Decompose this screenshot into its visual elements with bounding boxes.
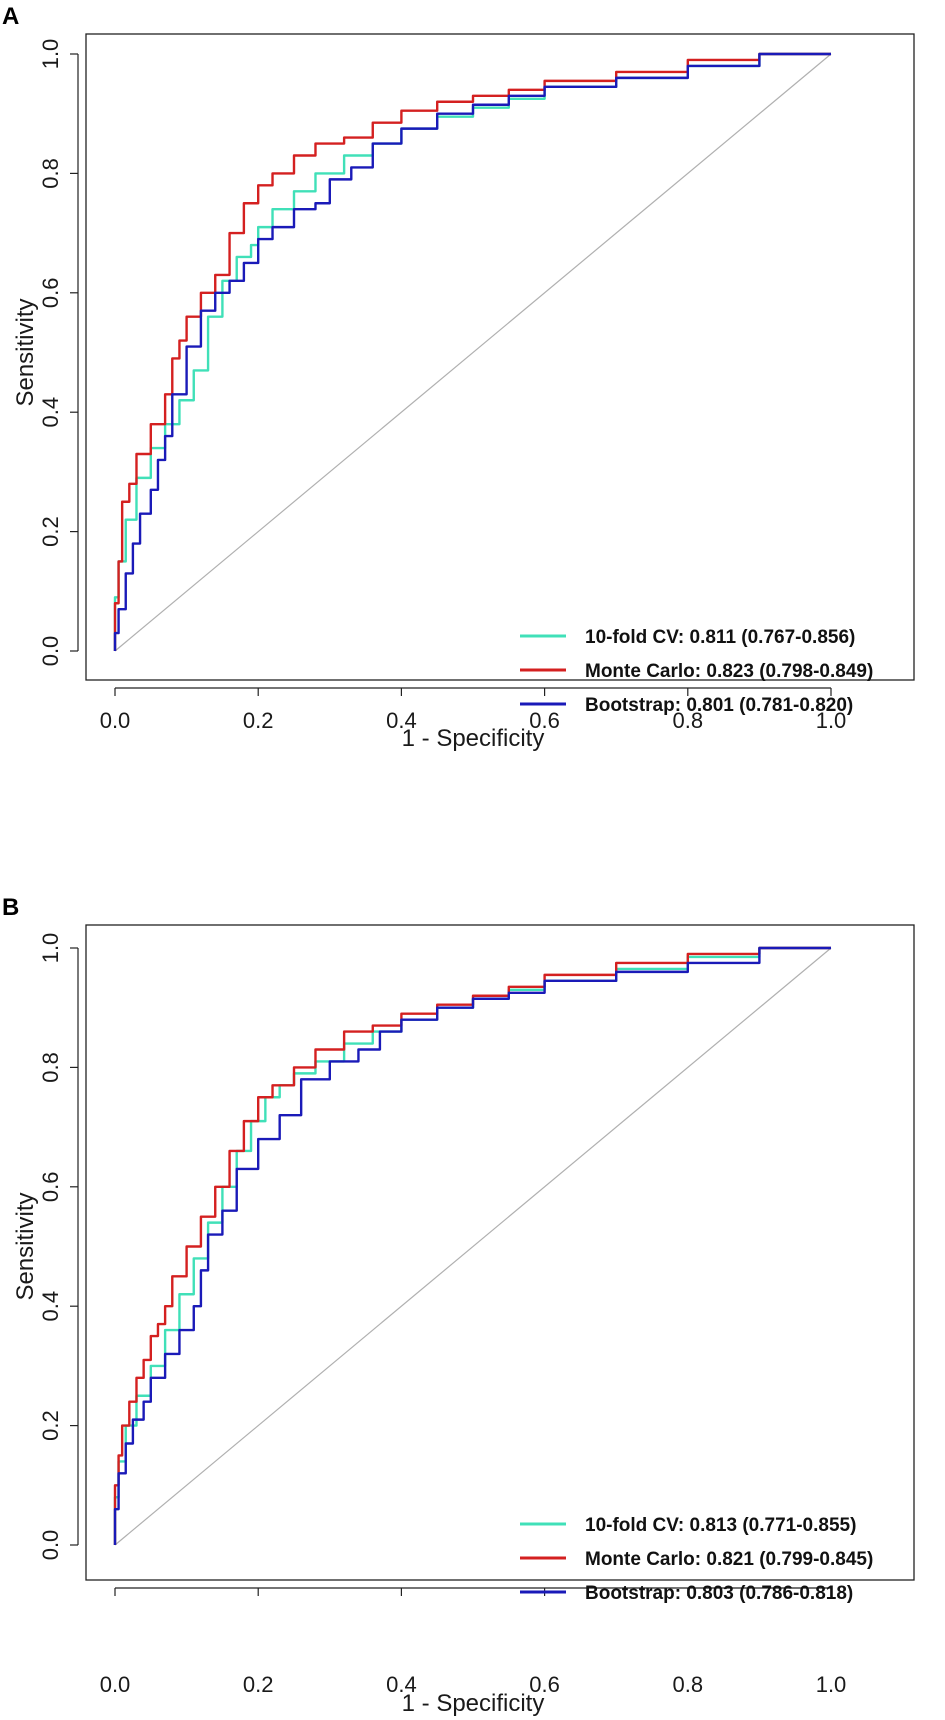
x-tick-label: 0.6 <box>529 708 560 733</box>
x-tick-label: 0.2 <box>243 708 274 733</box>
series-line-monte-carlo-a <box>113 52 831 651</box>
reference-diagonal-a <box>114 53 832 652</box>
y-tick-label: 0.0 <box>38 1530 63 1561</box>
legend-label: Monte Carlo: 0.821 (0.799-0.845) <box>585 1549 873 1570</box>
y-tick-label: 1.0 <box>38 39 63 70</box>
legend-b: 10-fold CV: 0.813 (0.771-0.855) Monte Car… <box>520 1515 873 1604</box>
y-tick-label: 0.4 <box>38 397 63 428</box>
x-tick-label: 0.0 <box>100 1672 131 1697</box>
y-tick-label: 0.6 <box>38 1172 63 1203</box>
x-tick-label: 0.0 <box>100 708 131 733</box>
x-tick-label: 0.8 <box>673 1672 704 1697</box>
y-tick-label: 1.0 <box>38 933 63 964</box>
x-tick-label: 0.8 <box>673 708 704 733</box>
legend-label: Bootstrap: 0.803 (0.786-0.818) <box>585 1583 853 1604</box>
x-tick-label: 0.4 <box>386 1672 417 1697</box>
series-line-bootstrap-a <box>113 52 831 651</box>
y-tick-label: 0.2 <box>38 516 63 547</box>
legend-a: 10-fold CV: 0.811 (0.767-0.856) Monte Car… <box>520 627 873 716</box>
x-axis-a: 0.0 0.2 0.4 0.6 0.8 1.0 <box>100 687 847 733</box>
panel-label-b: B <box>2 894 19 921</box>
legend-label: 10-fold CV: 0.813 (0.771-0.855) <box>585 1515 856 1536</box>
y-tick-label: 0.6 <box>38 278 63 309</box>
x-tick-label: 0.4 <box>386 708 417 733</box>
legend-label: 10-fold CV: 0.811 (0.767-0.856) <box>585 627 855 648</box>
plot-frame-a <box>85 33 915 681</box>
y-axis-a: 0.0 0.2 0.4 0.6 0.8 1.0 <box>38 39 79 667</box>
x-tick-label: 0.2 <box>243 1672 274 1697</box>
legend-label: Monte Carlo: 0.823 (0.798-0.849) <box>585 661 873 682</box>
y-tick-label: 0.8 <box>38 1052 63 1083</box>
y-tick-label: 0.8 <box>38 158 63 189</box>
y-axis-title-a: Sensitivity <box>12 298 39 406</box>
panel-a: A 0.0 0.2 0.4 0.6 0.8 1.0 1 - Specificity 0.0 0.2… <box>2 3 915 752</box>
y-axis-b: 0.0 0.2 0.4 0.6 0.8 1.0 <box>38 933 79 1561</box>
x-tick-label: 1.0 <box>816 1672 847 1697</box>
legend-label: Bootstrap: 0.801 (0.781-0.820) <box>585 695 853 716</box>
series-line-bootstrap-b <box>113 946 831 1545</box>
panel-label-a: A <box>2 3 19 30</box>
y-tick-label: 0.0 <box>38 636 63 667</box>
y-axis-title-b: Sensitivity <box>12 1192 39 1300</box>
x-axis-title-b: 1 - Specificity <box>402 1690 545 1717</box>
series-line-10-fold-cv-b <box>113 946 831 1545</box>
plot-frame-b <box>85 924 915 1581</box>
x-axis-title-a: 1 - Specificity <box>402 725 545 752</box>
y-tick-label: 0.2 <box>38 1410 63 1441</box>
x-axis-b: 0.0 0.2 0.4 0.6 0.8 1.0 <box>100 1587 847 1697</box>
y-tick-label: 0.4 <box>38 1291 63 1322</box>
x-tick-label: 0.6 <box>529 1672 560 1697</box>
x-tick-label: 1.0 <box>816 708 847 733</box>
reference-diagonal-b <box>114 947 832 1546</box>
panel-b: B 0.0 0.2 0.4 0.6 0.8 1.0 1 - Specificity 0.0 0.2… <box>2 894 915 1717</box>
